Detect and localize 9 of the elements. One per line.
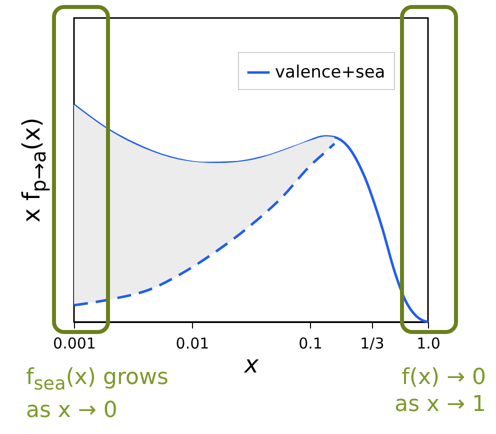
x-tick-label: 0.001: [53, 334, 96, 352]
x-axis-title: x: [243, 350, 260, 378]
legend-label: valence+sea: [275, 62, 386, 82]
x-tick-label: 0.01: [176, 334, 210, 352]
x-tick-label: 1.0: [416, 334, 440, 352]
x-tick-label: 1/3: [360, 334, 384, 352]
text: f(x) → 0 as x → 1: [394, 364, 486, 418]
text: f$_{sea}$(x) grows as x → 0: [26, 364, 168, 424]
x-tick-label: 0.1: [298, 334, 322, 352]
